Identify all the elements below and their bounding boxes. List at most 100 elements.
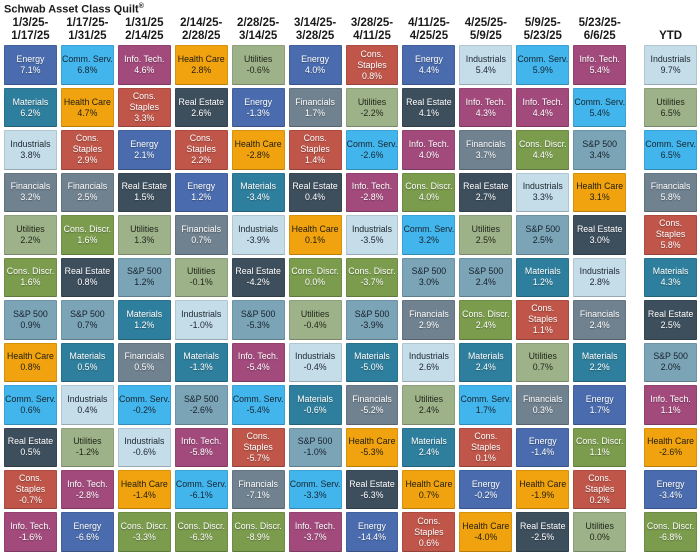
asset-name: Cons. Discr. — [405, 181, 453, 192]
asset-name: Cons. Staples — [186, 133, 216, 155]
quilt-cell: Info. Tech. -1.6% — [4, 512, 57, 552]
asset-return: 3.0% — [589, 234, 610, 245]
quilt-cell: Industrials 3.8% — [4, 130, 57, 170]
quilt-cell: Real Estate 4.1% — [402, 87, 456, 128]
column-header: 3/28/25- 4/11/25 — [346, 17, 399, 45]
quilt-cell: Financials 2.4% — [573, 300, 627, 340]
asset-name: Health Care — [519, 478, 567, 489]
quilt-cell: Comm. Serv. -5.4% — [231, 385, 285, 425]
asset-name: Cons. Discr. — [348, 266, 396, 277]
column-header: 3/14/25- 3/28/25 — [289, 17, 342, 45]
asset-return: 5.8% — [660, 192, 681, 203]
asset-name: Materials — [12, 96, 49, 107]
asset-name: Financials — [67, 181, 108, 192]
asset-return: 3.4% — [589, 149, 610, 160]
asset-return: 5.9% — [532, 65, 553, 76]
quilt-column: 2/28/25- 3/14/25 Utilities -0.6% Energy -1.3%… — [231, 17, 285, 552]
quilt-cell: Utilities 0.7% — [516, 342, 570, 383]
asset-return: 0.8% — [20, 362, 41, 373]
asset-return: -3.5% — [360, 234, 384, 245]
column-cells: Energy 4.4% Real Estate 4.1% Info. Tech. 4.0%… — [402, 45, 456, 552]
quilt-cell: Industrials -0.4% — [288, 342, 342, 383]
quilt-grid: 1/3/25- 1/17/25 Energy 7.1% Materials 6.2% Ind… — [4, 17, 698, 552]
quilt-cell: Materials 0.5% — [60, 342, 114, 383]
asset-name: Info. Tech. — [294, 521, 336, 532]
asset-return: 3.2% — [418, 234, 439, 245]
asset-name: Industrials — [522, 181, 563, 192]
quilt-cell: Health Care 3.1% — [573, 172, 627, 213]
asset-name: Industrials — [124, 436, 165, 447]
asset-name: Cons. Discr. — [462, 308, 510, 319]
asset-name: Comm. Serv. — [645, 138, 696, 149]
column-header-line: 2/28/25- — [237, 17, 280, 30]
asset-return: 2.8% — [589, 277, 610, 288]
column-header-line: 1/31/25 — [68, 30, 107, 43]
quilt-cell: Energy 4.0% — [288, 45, 342, 85]
quilt-cell: Real Estate 1.5% — [117, 172, 171, 213]
asset-name: Utilities — [414, 393, 444, 404]
asset-name: Energy — [16, 54, 45, 65]
quilt-cell: Utilities 2.4% — [402, 385, 456, 425]
quilt-cell: Materials 1.2% — [516, 257, 570, 298]
asset-name: Real Estate — [463, 181, 509, 192]
quilt-cell: S&P 500 1.2% — [117, 257, 171, 298]
quilt-cell: S&P 500 -5.3% — [231, 300, 285, 340]
asset-name: Comm. Serv. — [289, 478, 341, 489]
asset-name: Info. Tech. — [67, 478, 108, 489]
column-header: 2/14/25- 2/28/25 — [175, 17, 228, 45]
quilt-cell: Materials 6.2% — [4, 87, 57, 128]
asset-return: 4.7% — [77, 107, 98, 118]
asset-name: S&P 500 — [240, 308, 276, 319]
asset-name: Financials — [409, 308, 449, 319]
asset-return: 2.9% — [77, 155, 98, 166]
asset-name: Real Estate — [576, 223, 623, 234]
quilt-cell: Real Estate 0.5% — [4, 427, 57, 467]
asset-name: Materials — [297, 393, 333, 404]
quilt-cell: Health Care -1.4% — [117, 469, 171, 510]
column-cells: Cons. Staples 0.8% Utilities -2.2% Comm. Ser… — [345, 45, 399, 552]
quilt-cell: Real Estate -6.3% — [345, 469, 399, 510]
quilt-cell: Industrials 2.8% — [573, 257, 627, 298]
asset-name: Cons. Staples — [72, 133, 103, 155]
quilt-cell: Financials 2.9% — [402, 300, 456, 340]
quilt-cell: Materials -5.0% — [345, 342, 399, 383]
asset-name: S&P 500 — [653, 351, 688, 362]
asset-name: Info. Tech. — [124, 54, 165, 65]
asset-return: -1.6% — [18, 532, 42, 543]
asset-return: -0.7% — [18, 495, 42, 506]
asset-return: 1.6% — [77, 234, 98, 245]
column-header-line: YTD — [659, 30, 683, 43]
quilt-cell: Real Estate 3.0% — [573, 215, 627, 255]
asset-name: Info. Tech. — [237, 351, 279, 362]
quilt-cell: Industrials 0.4% — [60, 385, 114, 425]
asset-name: Utilities — [16, 223, 45, 234]
asset-return: -3.9% — [246, 234, 270, 245]
asset-name: S&P 500 — [411, 266, 447, 277]
quilt-cell: Energy -1.4% — [516, 427, 570, 467]
quilt-cell: Utilities 2.5% — [459, 215, 513, 255]
asset-return: -1.9% — [531, 489, 555, 500]
asset-return: -6.3% — [189, 532, 213, 543]
asset-return: 2.4% — [418, 447, 439, 458]
quilt-cell: Industrials 5.4% — [459, 45, 513, 85]
asset-return: -14.4% — [358, 532, 386, 543]
asset-return: 0.4% — [305, 192, 326, 203]
asset-return: 1.7% — [305, 107, 326, 118]
asset-return: -8.9% — [246, 532, 270, 543]
quilt-cell: Info. Tech. -5.8% — [174, 427, 228, 467]
quilt-column: 1/3/25- 1/17/25 Energy 7.1% Materials 6.2% Ind… — [4, 17, 57, 552]
quilt-column: 1/31/25 2/14/25 Info. Tech. 4.6% Cons. Stapl… — [117, 17, 171, 552]
quilt-cell: Materials -0.6% — [288, 385, 342, 425]
column-header: 1/31/25 2/14/25 — [118, 17, 171, 45]
quilt-cell: Info. Tech. 4.6% — [117, 45, 171, 85]
asset-name: Comm. Serv. — [62, 54, 113, 65]
asset-name: Health Care — [647, 436, 695, 447]
asset-name: Financials — [124, 351, 165, 362]
asset-name: Cons. Discr. — [646, 521, 695, 532]
quilt-cell: Real Estate 2.7% — [459, 172, 513, 213]
quilt-cell: Utilities -2.2% — [345, 87, 399, 128]
asset-return: -5.3% — [360, 447, 384, 458]
column-header-line: 3/28/25- — [350, 17, 394, 30]
quilt-cell: Real Estate 2.5% — [644, 300, 698, 340]
quilt-cell: Energy 7.1% — [4, 45, 57, 85]
